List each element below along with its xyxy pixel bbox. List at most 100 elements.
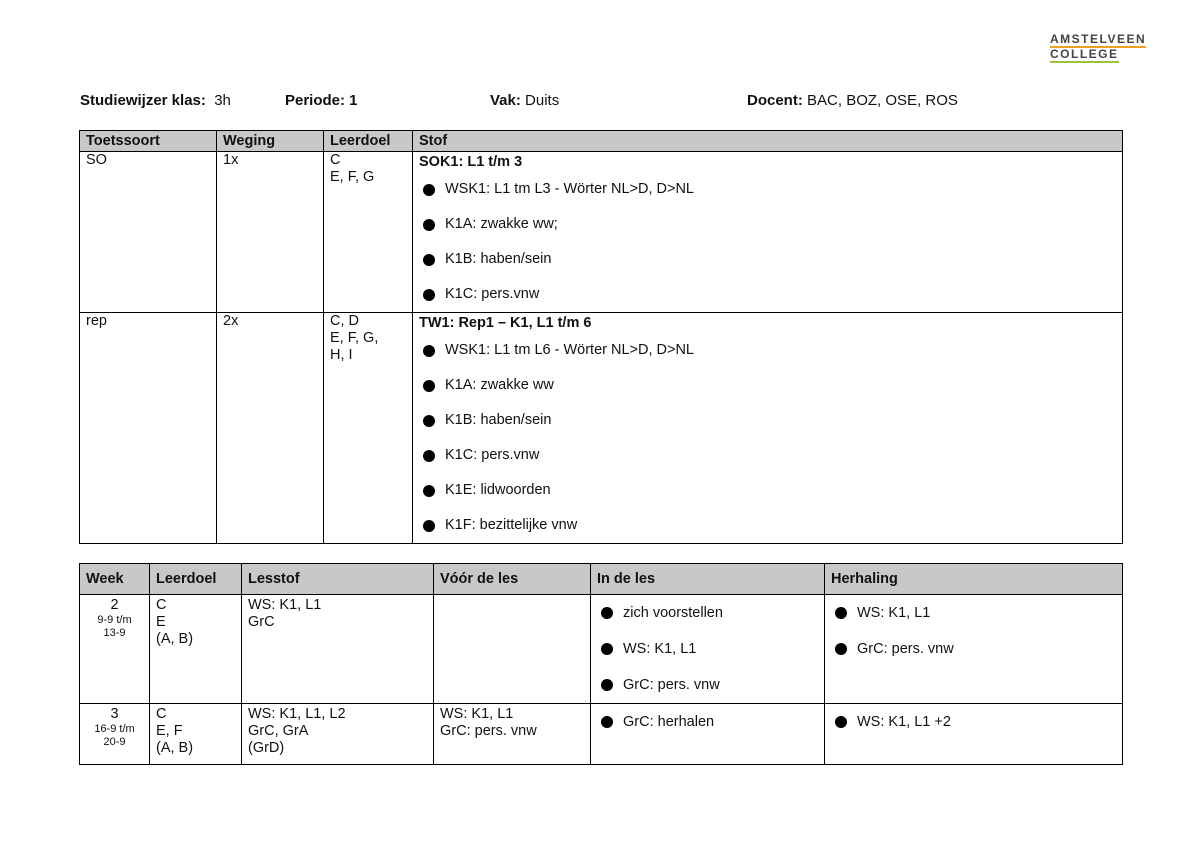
klas: Studiewijzer klas: 3h bbox=[80, 92, 231, 109]
value: BAC, BOZ, OSE, ROS bbox=[807, 92, 958, 109]
bullet-item: K1B: haben/sein bbox=[419, 242, 1116, 277]
cell-line: (A, B) bbox=[156, 740, 194, 756]
in-de-les: GrC: herhalen bbox=[590, 703, 825, 765]
stof-title: SOK1: L1 t/m 3 bbox=[419, 154, 523, 170]
column-header: Leerdoel bbox=[323, 130, 413, 152]
lesstof: WS: K1, L1, L2 GrC, GrA (GrD) bbox=[241, 703, 434, 765]
soort: SO bbox=[79, 151, 217, 313]
cell-line: C, D bbox=[330, 313, 359, 329]
cell-line: E, F, G bbox=[330, 169, 375, 185]
row: 3 16-9 t/m 20-9 C E, F (A, B) WS: K1, L1, L2 Gr… bbox=[79, 703, 1123, 765]
bullet-item: K1A: zwakke ww; bbox=[419, 207, 1116, 242]
bullet-item: K1F: bezittelijke vnw bbox=[419, 508, 1116, 543]
bullet-item: WS: K1, L1 bbox=[597, 631, 818, 667]
herhaling: WS: K1, L1 +2 bbox=[824, 703, 1123, 765]
cell-line: E bbox=[156, 614, 166, 630]
bullet-list: zich voorstellen WS: K1, L1 GrC: pers. vnw bbox=[597, 595, 818, 703]
bullet-item: K1C: pers.vnw bbox=[419, 277, 1116, 312]
bullet-list: WSK1: L1 tm L6 - Wörter NL>D, D>NL K1A: z… bbox=[419, 333, 1116, 543]
stof: SOK1: L1 t/m 3 WSK1: L1 tm L3 - Wörter NL… bbox=[412, 151, 1123, 313]
bullet-list: WS: K1, L1 +2 bbox=[831, 704, 1116, 740]
cell-line: E, F, G, bbox=[330, 330, 379, 346]
cell-line: C bbox=[156, 706, 167, 722]
label: Periode: 1 bbox=[285, 92, 358, 109]
bullet-item: K1B: haben/sein bbox=[419, 403, 1116, 438]
column-header: Lesstof bbox=[241, 563, 434, 595]
cell-line: (GrD) bbox=[248, 740, 285, 756]
cell-line: (A, B) bbox=[156, 631, 194, 647]
column-header: Stof bbox=[412, 130, 1123, 152]
bullet-item: WSK1: L1 tm L6 - Wörter NL>D, D>NL bbox=[419, 333, 1116, 368]
leerdoel: C E, F, G bbox=[323, 151, 413, 313]
row: 2 9-9 t/m 13-9 C E (A, B) WS: K1, L1 GrC zich vo… bbox=[79, 594, 1123, 704]
docent: Docent: BAC, BOZ, OSE, ROS bbox=[747, 92, 958, 109]
cell-line: WS: K1, L1, L2 bbox=[248, 706, 346, 722]
column-header: Leerdoel bbox=[149, 563, 242, 595]
value: 3h bbox=[214, 92, 231, 109]
row: rep 2x C, D E, F, G, H, I TW1: Rep1 – K1, L1 … bbox=[79, 312, 1123, 544]
herhaling: WS: K1, L1 GrC: pers. vnw bbox=[824, 594, 1123, 704]
week-number: 3 bbox=[110, 706, 119, 722]
row: SO 1x C E, F, G SOK1: L1 t/m 3 WSK1: L1 tm L3… bbox=[79, 151, 1123, 313]
logo: AMSTELVEEN COLLEGE bbox=[1050, 32, 1147, 63]
weken-table: Week Leerdoel Lesstof Vóór de les In de les H… bbox=[79, 563, 1123, 765]
bullet-item: WSK1: L1 tm L3 - Wörter NL>D, D>NL bbox=[419, 172, 1116, 207]
column-header: Herhaling bbox=[824, 563, 1123, 595]
label: Studiewijzer klas: bbox=[80, 92, 206, 109]
logo-line: COLLEGE bbox=[1050, 47, 1119, 63]
bullet-item: K1E: lidwoorden bbox=[419, 473, 1116, 508]
cell-line: GrC bbox=[248, 614, 275, 630]
voor bbox=[433, 594, 591, 704]
bullet-item: WS: K1, L1 +2 bbox=[831, 704, 1116, 740]
cell-line: 20-9 bbox=[103, 736, 126, 748]
week-number: 2 bbox=[110, 597, 119, 613]
bullet-list: GrC: herhalen bbox=[597, 704, 818, 740]
cell-line: 16-9 t/m bbox=[94, 723, 135, 735]
stof-title: TW1: Rep1 – K1, L1 t/m 6 bbox=[419, 315, 592, 331]
column-header: Vóór de les bbox=[433, 563, 591, 595]
weging: 2x bbox=[216, 312, 324, 544]
bullet-item: K1C: pers.vnw bbox=[419, 438, 1116, 473]
header-row: Week Leerdoel Lesstof Vóór de les In de les H… bbox=[79, 563, 1123, 595]
cell-line: 9-9 t/m bbox=[97, 614, 132, 626]
cell-line: GrC, GrA bbox=[248, 723, 309, 739]
label: Docent: bbox=[747, 92, 803, 109]
cell-line: GrC: pers. vnw bbox=[440, 723, 537, 739]
logo-line: AMSTELVEEN bbox=[1050, 32, 1147, 48]
cell-line: H, I bbox=[330, 347, 353, 363]
bullet-item: GrC: herhalen bbox=[597, 704, 818, 740]
cell-line: C bbox=[156, 597, 167, 613]
bullet-item: K1A: zwakke ww bbox=[419, 368, 1116, 403]
soort: rep bbox=[79, 312, 217, 544]
cell-line: 13-9 bbox=[103, 627, 126, 639]
bullet-list: WS: K1, L1 GrC: pers. vnw bbox=[831, 595, 1116, 667]
periode: Periode: 1 bbox=[285, 92, 358, 109]
label: Vak: bbox=[490, 92, 521, 109]
leerdoel: C E (A, B) bbox=[149, 594, 242, 704]
header-row: Toetssoort Weging Leerdoel Stof bbox=[79, 130, 1123, 152]
lesstof: WS: K1, L1 GrC bbox=[241, 594, 434, 704]
column-header: Toetssoort bbox=[79, 130, 217, 152]
weging: 1x bbox=[216, 151, 324, 313]
leerdoel: C, D E, F, G, H, I bbox=[323, 312, 413, 544]
voor: WS: K1, L1 GrC: pers. vnw bbox=[433, 703, 591, 765]
week: 3 16-9 t/m 20-9 bbox=[79, 703, 150, 765]
leerdoel: C E, F (A, B) bbox=[149, 703, 242, 765]
column-header: Weging bbox=[216, 130, 324, 152]
bullet-item: WS: K1, L1 bbox=[831, 595, 1116, 631]
cell-line: WS: K1, L1 bbox=[248, 597, 322, 613]
cell-line: WS: K1, L1 bbox=[440, 706, 514, 722]
week: 2 9-9 t/m 13-9 bbox=[79, 594, 150, 704]
cell-line: E, F bbox=[156, 723, 183, 739]
bullet-item: GrC: pers. vnw bbox=[831, 631, 1116, 667]
bullet-item: GrC: pers. vnw bbox=[597, 667, 818, 703]
vak: Vak: Duits bbox=[490, 92, 559, 109]
cell-line: C bbox=[330, 152, 341, 168]
toetsen-table: Toetssoort Weging Leerdoel Stof SO 1x C E, F, G… bbox=[79, 130, 1123, 544]
value: Duits bbox=[525, 92, 560, 109]
bullet-item: zich voorstellen bbox=[597, 595, 818, 631]
column-header: In de les bbox=[590, 563, 825, 595]
in-de-les: zich voorstellen WS: K1, L1 GrC: pers. vnw bbox=[590, 594, 825, 704]
stof: TW1: Rep1 – K1, L1 t/m 6 WSK1: L1 tm L6 -… bbox=[412, 312, 1123, 544]
